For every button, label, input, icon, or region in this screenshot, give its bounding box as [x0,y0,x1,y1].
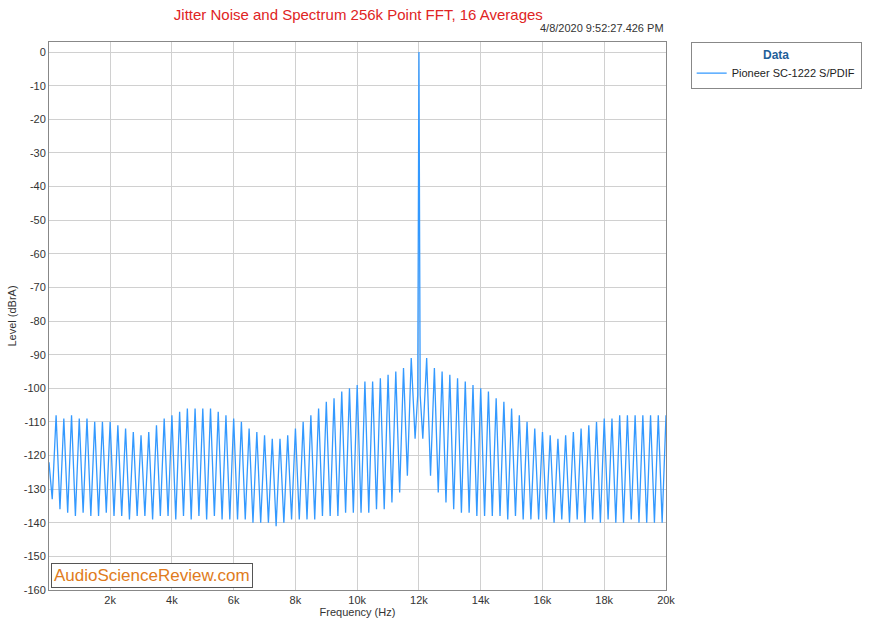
svg-text:-70: -70 [30,281,46,293]
svg-text:Jitter Noise and Spectrum 256k: Jitter Noise and Spectrum 256k Point FFT… [174,6,543,23]
svg-text:Level (dBrA): Level (dBrA) [6,285,18,346]
svg-text:-20: -20 [30,113,46,125]
svg-text:4/8/2020 9:52:27.426 PM: 4/8/2020 9:52:27.426 PM [540,22,664,34]
svg-text:6k: 6k [228,594,240,606]
svg-text:2k: 2k [104,594,116,606]
svg-text:-160: -160 [24,584,46,596]
svg-text:18k: 18k [595,594,613,606]
svg-text:0: 0 [40,46,46,58]
svg-text:Data: Data [763,48,789,62]
svg-text:10k: 10k [348,594,366,606]
svg-text:-140: -140 [24,517,46,529]
svg-text:-150: -150 [24,550,46,562]
svg-text:-10: -10 [30,80,46,92]
svg-text:-120: -120 [24,449,46,461]
svg-text:-90: -90 [30,349,46,361]
svg-text:8k: 8k [290,594,302,606]
svg-text:12k: 12k [410,594,428,606]
svg-text:Frequency (Hz): Frequency (Hz) [320,606,396,618]
svg-text:-130: -130 [24,483,46,495]
svg-text:-100: -100 [24,382,46,394]
svg-text:-80: -80 [30,315,46,327]
svg-text:16k: 16k [534,594,552,606]
svg-text:-50: -50 [30,214,46,226]
svg-text:-110: -110 [25,416,46,428]
svg-text:4k: 4k [166,594,178,606]
svg-text:20k: 20k [657,594,675,606]
svg-text:-40: -40 [30,180,46,192]
svg-text:-30: -30 [30,147,46,159]
svg-text:AudioScienceReview.com: AudioScienceReview.com [54,566,250,585]
svg-text:14k: 14k [472,594,490,606]
svg-text:-60: -60 [30,248,46,260]
svg-text:Pioneer SC-1222 S/PDIF: Pioneer SC-1222 S/PDIF [732,67,855,79]
